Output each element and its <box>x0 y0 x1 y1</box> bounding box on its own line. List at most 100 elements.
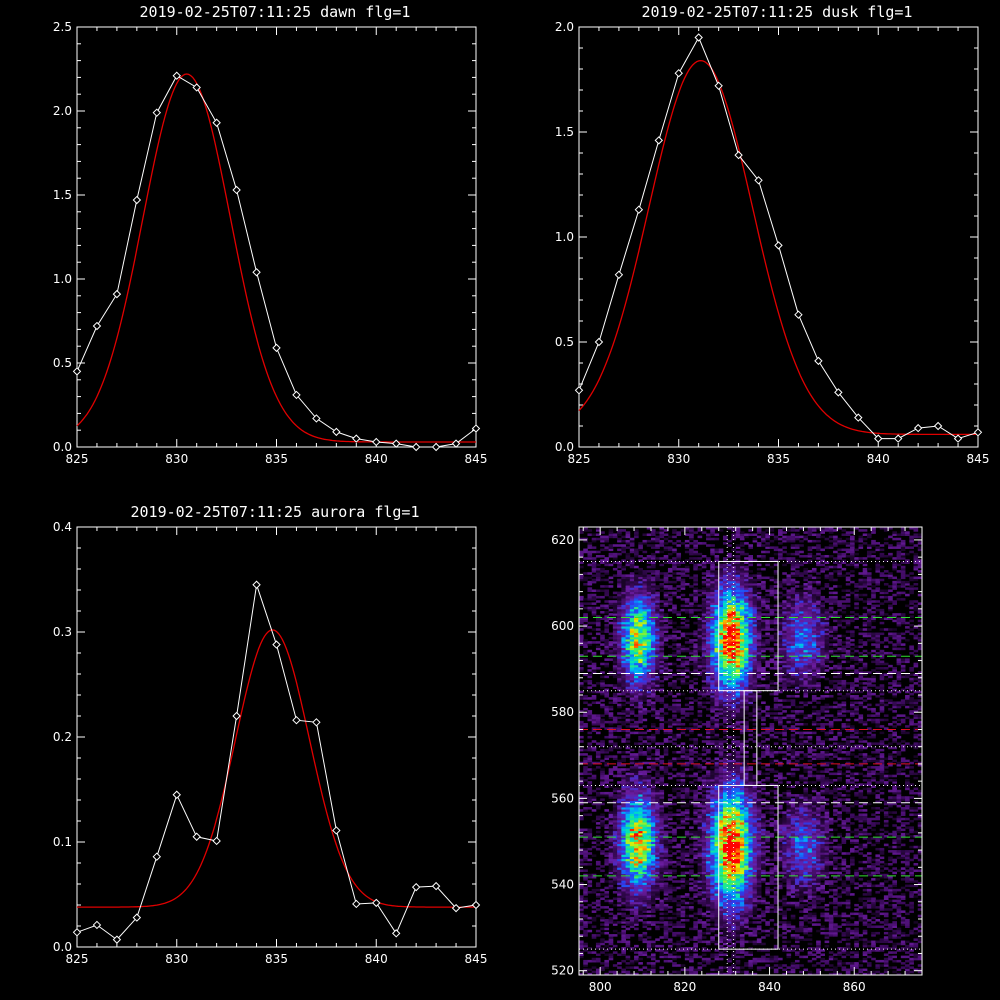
heatmap-cell <box>655 860 660 864</box>
heatmap-cell <box>866 826 872 829</box>
heatmap-cell <box>608 938 614 941</box>
heatmap-cell <box>634 781 639 784</box>
heatmap-cell <box>866 906 872 909</box>
heatmap-cell <box>735 968 741 972</box>
heatmap-cell <box>634 884 639 888</box>
heatmap-cell <box>739 942 745 946</box>
heatmap-cell <box>845 899 851 903</box>
heatmap-cell <box>820 852 825 855</box>
heatmap-cell <box>833 910 838 913</box>
heatmap-cell <box>909 867 914 870</box>
heatmap-cell <box>650 921 656 924</box>
heatmap-cell <box>629 891 635 894</box>
heatmap-cell <box>913 880 919 883</box>
heatmap-cell <box>761 942 766 946</box>
heatmap-cell <box>634 850 639 853</box>
heatmap-cell <box>824 850 830 853</box>
heatmap-cell <box>629 869 635 873</box>
heatmap-cell <box>604 891 610 894</box>
heatmap-cell <box>841 884 847 888</box>
heatmap-cell <box>642 832 648 836</box>
heatmap-cell <box>714 804 720 808</box>
heatmap-cell <box>845 914 851 918</box>
heatmap-cell <box>786 847 792 851</box>
heatmap-cell <box>591 901 597 905</box>
heatmap-cell <box>595 867 601 870</box>
heatmap-cell <box>697 921 703 924</box>
heatmap-cell <box>845 942 851 946</box>
heatmap-cell <box>824 828 830 832</box>
heatmap-cell <box>646 962 652 965</box>
heatmap-cell <box>905 858 910 862</box>
heatmap-cell <box>761 847 766 851</box>
heatmap-cell <box>820 914 825 918</box>
heatmap-cell <box>807 839 813 842</box>
heatmap-cell <box>761 966 766 969</box>
heatmap-cell <box>634 817 639 821</box>
heatmap-cell <box>917 893 923 896</box>
heatmap-cell <box>850 968 855 972</box>
heatmap-cell <box>629 947 635 950</box>
heatmap-cell <box>909 903 914 907</box>
heatmap-cell <box>811 852 817 855</box>
heatmap-cell <box>909 873 914 877</box>
heatmap-cell <box>629 910 635 913</box>
heatmap-cell <box>892 867 897 870</box>
heatmap-cell <box>659 794 665 797</box>
heatmap-cell <box>845 832 851 836</box>
heatmap-cell <box>824 843 830 847</box>
heatmap-cell <box>718 914 724 918</box>
heatmap-cell <box>841 931 847 935</box>
heatmap-cell <box>629 830 635 834</box>
heatmap-cell <box>706 880 711 883</box>
heatmap-cell <box>748 962 754 965</box>
heatmap-cell <box>756 959 762 963</box>
heatmap-cell <box>778 878 783 881</box>
heatmap-cell <box>866 783 872 786</box>
heatmap-cell <box>706 908 711 911</box>
heatmap-cell <box>625 800 631 804</box>
heatmap-cell <box>697 869 703 873</box>
heatmap-cell <box>794 783 800 786</box>
heatmap-cell <box>761 783 766 786</box>
heatmap-cell <box>794 837 800 840</box>
heatmap-cell <box>917 832 923 836</box>
heatmap-cell <box>883 824 889 827</box>
heatmap-cell <box>676 947 682 950</box>
heatmap-cell <box>744 867 749 870</box>
heatmap-cell <box>782 837 787 840</box>
heatmap-cell <box>672 871 677 875</box>
heatmap-cell <box>727 815 732 819</box>
heatmap-cell <box>727 957 732 961</box>
heatmap-cell <box>684 906 690 909</box>
heatmap-cell <box>735 837 741 840</box>
heatmap-cell <box>778 822 783 825</box>
heatmap-cell <box>837 794 842 797</box>
heatmap-cell <box>710 897 715 901</box>
heatmap-cell <box>778 779 783 782</box>
heatmap-cell <box>807 804 813 808</box>
heatmap-cell <box>642 906 648 909</box>
heatmap-cell <box>824 852 830 855</box>
heatmap-cell <box>807 822 813 825</box>
heatmap-cell <box>913 921 919 924</box>
heatmap-cell <box>731 863 737 866</box>
heatmap-cell <box>761 826 766 829</box>
heatmap-cell <box>794 882 800 885</box>
heatmap-cell <box>663 865 669 868</box>
heatmap-cell <box>833 809 838 812</box>
heatmap-cell <box>727 921 732 924</box>
heatmap-cell <box>680 822 686 825</box>
heatmap-cell <box>663 854 669 857</box>
heatmap-cell <box>604 863 610 866</box>
heatmap-cell <box>909 796 914 799</box>
heatmap-cell <box>727 919 732 922</box>
heatmap-cell <box>642 807 648 810</box>
heatmap-cell <box>786 903 792 907</box>
heatmap-cell <box>896 856 902 860</box>
heatmap-cell <box>883 923 889 926</box>
heatmap-cell <box>608 856 614 860</box>
heatmap-cell <box>680 880 686 883</box>
heatmap-cell <box>748 860 754 864</box>
heatmap-cell <box>862 893 868 896</box>
